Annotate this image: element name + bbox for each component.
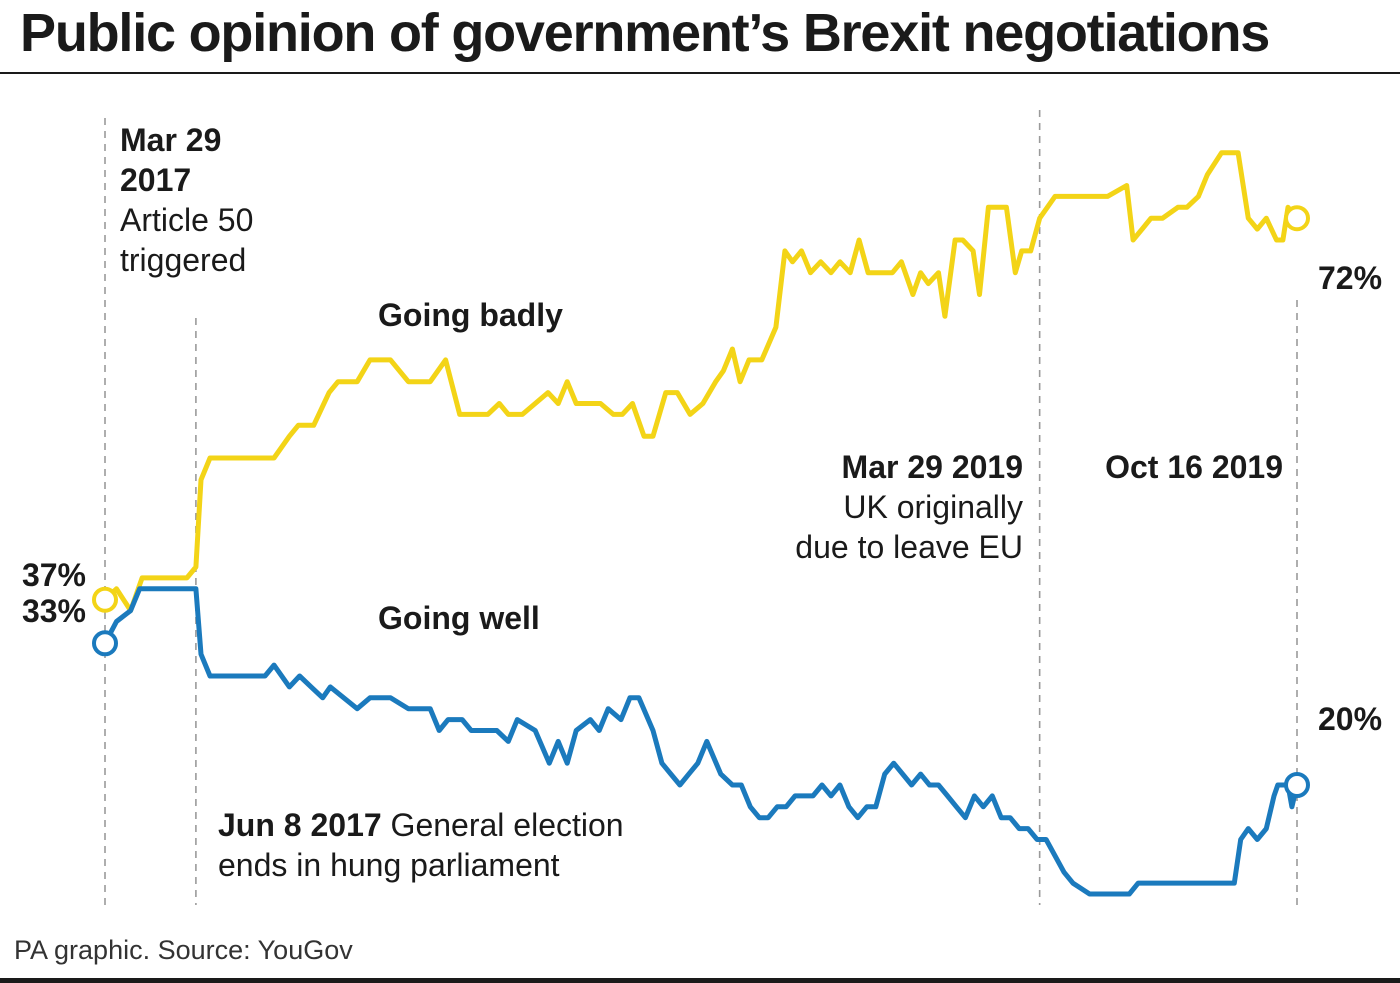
- series-line-going-badly: [102, 150, 1300, 614]
- start-label-going-well: 33%: [22, 593, 86, 629]
- annotation-original-leave-text-line2: due to leave EU: [795, 529, 1023, 565]
- annotation-article50-text-line2: triggered: [120, 242, 246, 278]
- annotation-oct16-date: Oct 16 2019: [1105, 449, 1283, 485]
- series-label-going-badly: Going badly: [378, 297, 563, 333]
- end-label-going-badly: 72%: [1318, 260, 1382, 296]
- endpoint-markers: [92, 205, 1310, 798]
- start-marker-going-well: [92, 630, 118, 657]
- source-credit: PA graphic. Source: YouGov: [14, 935, 353, 965]
- series-label-going-well: Going well: [378, 600, 540, 636]
- annotation-election-text: General election: [391, 807, 624, 843]
- end-label-going-well: 20%: [1318, 701, 1382, 737]
- start-marker-going-badly: [92, 586, 118, 613]
- end-marker-going-badly: [1284, 205, 1310, 232]
- annotation-original-leave-text-line1: UK originally: [843, 489, 1023, 525]
- annotation-original-leave-date: Mar 29 2019: [842, 449, 1023, 485]
- annotation-article50-text-line1: Article 50: [120, 202, 253, 238]
- start-label-going-badly: 37%: [22, 557, 86, 593]
- annotation-article50-date-line1: Mar 29: [120, 122, 221, 158]
- title-divider: [0, 72, 1400, 74]
- annotation-election-line2: ends in hung parliament: [218, 847, 560, 883]
- series-layer: [102, 150, 1300, 897]
- bottom-rule: [0, 978, 1400, 983]
- page-title: Public opinion of government’s Brexit ne…: [20, 3, 1270, 63]
- annotation-article50-date-line2: 2017: [120, 162, 191, 198]
- series-line-going-well: [102, 586, 1300, 897]
- annotation-election-date: Jun 8 2017: [218, 807, 382, 843]
- event-lines: [104, 110, 1298, 905]
- annotation-election-line1: Jun 8 2017 General election: [218, 807, 624, 843]
- end-marker-going-well: [1284, 772, 1310, 798]
